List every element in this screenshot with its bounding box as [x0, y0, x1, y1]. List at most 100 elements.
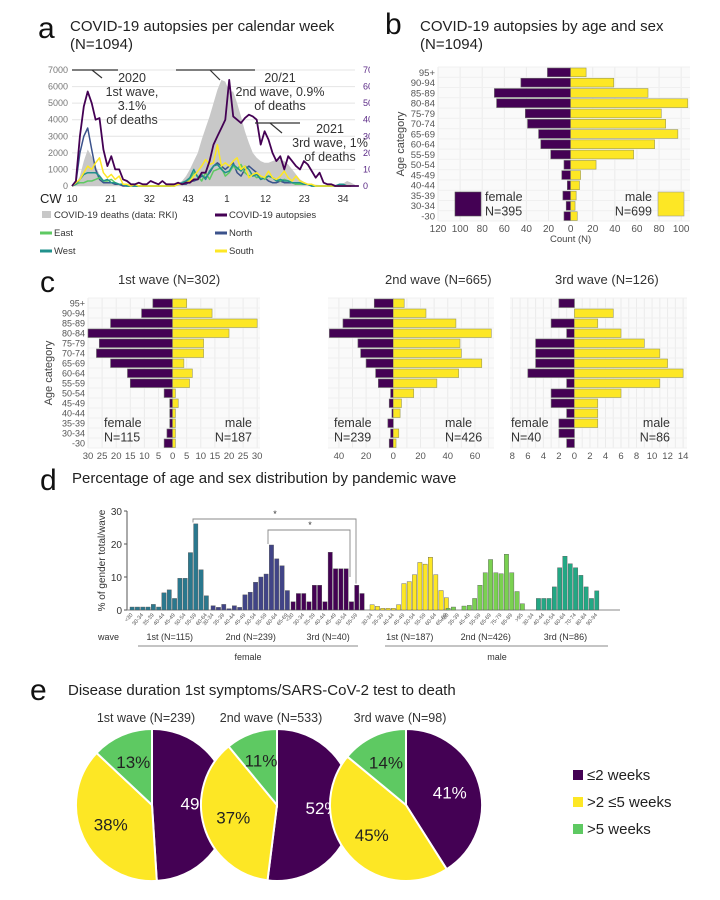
age-category-label: -30 [72, 439, 85, 449]
bar-male-5 [578, 575, 584, 611]
age-category-label: 70-74 [62, 349, 85, 359]
annotation-text: 2nd wave, 0.9% [236, 85, 325, 99]
bar-female-0 [145, 606, 151, 611]
bar-male-4 [493, 572, 499, 611]
bar-male-55-59 [172, 378, 190, 388]
bar-female-65-69 [535, 358, 575, 368]
bar-male-30-34 [570, 201, 576, 211]
legend-label-male: male [225, 416, 252, 430]
bar-female-2 [338, 568, 344, 611]
y-right-tick-label: 30 [363, 131, 370, 141]
bar-female-2 [343, 568, 349, 611]
bar-male-50-54 [574, 388, 622, 398]
legend-n-male: N=699 [615, 205, 652, 219]
legend-label: COVID-19 deaths (data: RKI) [54, 210, 178, 221]
bar-female-40-44 [169, 408, 173, 418]
x-tick-label: 30 [83, 451, 94, 460]
pie-slice--5-weeks [227, 727, 278, 808]
age-category-label: 55-59 [62, 379, 85, 389]
pie-slice--5-weeks [95, 727, 153, 808]
legend-label-female: female [511, 416, 549, 430]
bar-female-75-79 [525, 108, 571, 119]
bar-male-4 [504, 554, 509, 611]
bar-male-80-84 [570, 98, 689, 108]
annotation-text: 20/21 [264, 71, 295, 85]
bar-female-55-59 [129, 378, 173, 388]
bar-male-3 [391, 608, 396, 611]
legend-n-male: N=426 [445, 431, 482, 445]
chart-b-age-sex-pyramid: 95+90-9485-8980-8475-7970-7465-6960-6455… [395, 66, 690, 245]
bar-male-4 [488, 559, 493, 611]
bar-male-40-44 [570, 180, 580, 191]
legend-label-female: female [104, 416, 142, 430]
y-axis-label: % of gender total/wave [97, 509, 108, 611]
bar-male-4 [467, 605, 472, 611]
pie-slice-label: 13% [116, 753, 150, 772]
x-tick-label: 20 [415, 451, 426, 460]
age-category-label: 80-84 [62, 329, 85, 339]
series-line-covid-19-autopsies [71, 79, 359, 187]
x-tick-label: 40 [609, 224, 621, 235]
bar-male-4 [451, 606, 456, 611]
wave-group-label: 3rd (N=40) [306, 632, 349, 642]
bar-female-70-74 [535, 348, 575, 358]
x-category-label: 85-89 [500, 612, 514, 627]
age-category-label: 85-89 [62, 319, 85, 329]
x-tick-label: 0 [568, 224, 574, 235]
x-tick-label: 32 [144, 194, 156, 205]
y-axis-label: Age category [395, 111, 407, 176]
bar-female-55-59 [566, 378, 575, 388]
x-tick-label: 10 [647, 451, 658, 460]
bar-female-2 [290, 601, 296, 611]
bar-male-45-49 [393, 398, 402, 408]
bar-female-1 [263, 573, 269, 611]
bar-male-3 [396, 604, 402, 611]
y-right-tick-label: 50 [363, 98, 370, 108]
legend-label: ≤2 weeks [587, 767, 650, 784]
significance-bracket [267, 529, 351, 577]
bar-female-85-89 [342, 318, 394, 328]
x-tick-label: 60 [499, 224, 511, 235]
bar-male-50-54 [570, 160, 597, 170]
bar-female-0 [188, 552, 193, 611]
bar-male-90-94 [393, 308, 427, 318]
bar-male-65-69 [570, 129, 679, 139]
x-tick-label: 80 [477, 224, 489, 235]
bar-female-1 [269, 544, 274, 611]
x-tick-label: 20 [543, 224, 555, 235]
bar-female-70-74 [527, 119, 571, 129]
age-category-label: 50-54 [411, 160, 435, 171]
bar-female-95+ [558, 298, 575, 308]
legend-label: COVID-19 autopsies [229, 210, 316, 221]
y-left-tick-label: 1000 [48, 164, 68, 174]
x-tick-label: 5 [156, 451, 161, 460]
bar-female-80-84 [496, 98, 571, 108]
bar-female-75-79 [535, 338, 575, 348]
age-category-label: 40-44 [62, 409, 85, 419]
pie-slice-label: 38% [94, 815, 128, 834]
x-tick-label: 23 [299, 194, 311, 205]
x-tick-label: 60 [470, 451, 481, 460]
bar-male-30-34 [393, 428, 400, 438]
pie-slice--2-5-weeks [328, 755, 449, 883]
bar-male-5 [557, 567, 563, 611]
bar-male-70-74 [574, 348, 661, 358]
bar-female-50-54 [563, 160, 571, 170]
bar-female-75-79 [357, 338, 394, 348]
bar-male-5 [589, 598, 594, 611]
pie-title: 3rd wave (N=98) [354, 711, 447, 725]
x-tick-label: 100 [673, 224, 690, 235]
bar-female-70-74 [360, 348, 394, 358]
pie-slice-label: 45% [355, 826, 389, 845]
bar-female-0 [135, 606, 140, 611]
y-right-tick-label: 20 [363, 148, 370, 158]
bar-female-95+ [373, 298, 394, 308]
bar-female-0 [166, 589, 172, 611]
bar-female-1 [253, 582, 258, 611]
bar-female-95+ [152, 298, 173, 308]
x-tick-label: 20 [224, 451, 235, 460]
bar-female-0 [129, 606, 135, 611]
bar-female-90-94 [520, 77, 571, 88]
bar-male-60-64 [172, 368, 193, 378]
bar-female-60-64 [527, 368, 575, 378]
